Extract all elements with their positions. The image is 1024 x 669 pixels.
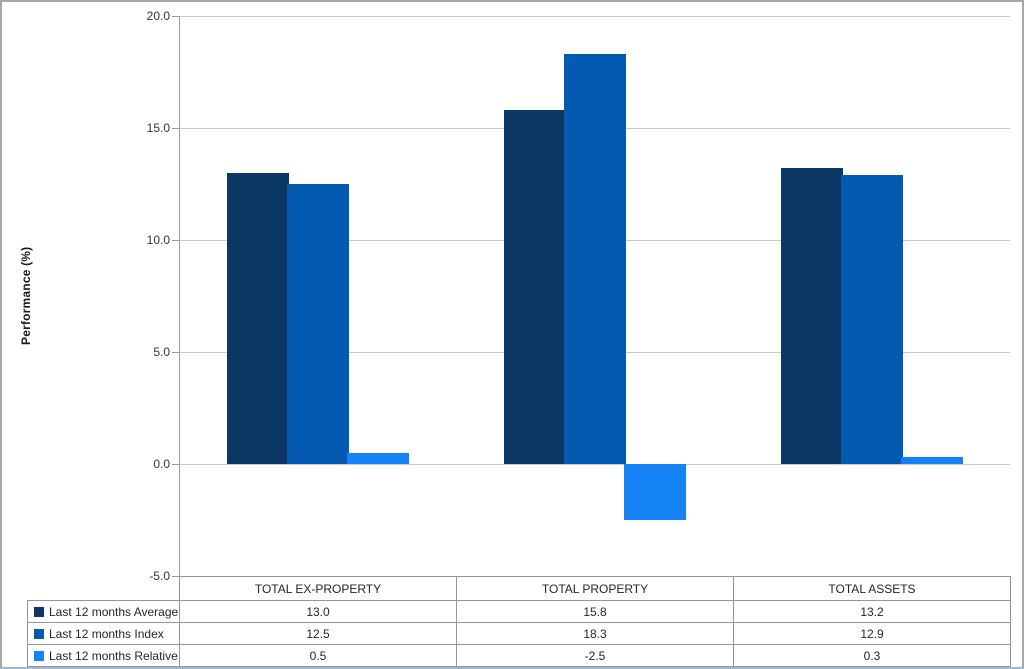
y-tick-label-10: 10.0 — [146, 233, 170, 247]
bar-last-12-months-relative-total-property — [624, 464, 686, 520]
table-value-last-12-months-index-total-ex-property: 12.5 — [179, 622, 456, 644]
table-value-last-12-months-average-total-property: 15.8 — [456, 600, 733, 622]
y-tick-15 — [172, 128, 179, 129]
gridline-0 — [179, 464, 1010, 465]
y-axis-line — [179, 16, 180, 576]
legend-cell-last-12-months-index: Last 12 months Index — [27, 622, 179, 644]
table-header-total-assets: TOTAL ASSETS — [733, 576, 1011, 600]
table-value-last-12-months-average-total-ex-property: 13.0 — [179, 600, 456, 622]
y-tick-20 — [172, 16, 179, 17]
bar-last-12-months-average-total-property — [504, 110, 566, 464]
bar-last-12-months-index-total-assets — [841, 175, 903, 464]
y-tick-5 — [172, 352, 179, 353]
legend-cell-last-12-months-relative: Last 12 months Relative — [27, 644, 179, 667]
table-header-total-property: TOTAL PROPERTY — [456, 576, 733, 600]
legend-label-last-12-months-relative: Last 12 months Relative — [49, 648, 178, 663]
legend-key-last-12-months-relative — [34, 650, 44, 661]
gridline-20 — [179, 16, 1010, 17]
bar-last-12-months-index-total-property — [564, 54, 626, 464]
table-header-total-ex-property: TOTAL EX-PROPERTY — [179, 576, 456, 600]
y-tick-label-0: 0.0 — [153, 457, 170, 471]
y-tick-label--5: -5.0 — [149, 569, 170, 583]
legend-key-last-12-months-index — [34, 628, 44, 639]
table-value-last-12-months-average-total-assets: 13.2 — [733, 600, 1011, 622]
bar-last-12-months-average-total-assets — [781, 168, 843, 464]
y-tick--5 — [172, 576, 179, 577]
bar-last-12-months-index-total-ex-property — [287, 184, 349, 464]
table-value-last-12-months-index-total-property: 18.3 — [456, 622, 733, 644]
legend-key-last-12-months-average — [34, 606, 44, 617]
y-tick-label-15: 15.0 — [146, 121, 170, 135]
y-axis-title: Performance (%) — [19, 246, 33, 346]
table-value-last-12-months-index-total-assets: 12.9 — [733, 622, 1011, 644]
legend-label-last-12-months-average: Last 12 months Average — [49, 604, 179, 619]
bar-last-12-months-relative-total-ex-property — [347, 453, 409, 464]
table-value-last-12-months-relative-total-assets: 0.3 — [733, 644, 1011, 667]
table-value-last-12-months-relative-total-ex-property: 0.5 — [179, 644, 456, 667]
y-tick-10 — [172, 240, 179, 241]
bar-last-12-months-average-total-ex-property — [227, 173, 289, 464]
y-tick-0 — [172, 464, 179, 465]
legend-label-last-12-months-index: Last 12 months Index — [49, 626, 164, 641]
legend-cell-last-12-months-average: Last 12 months Average — [27, 600, 179, 622]
bar-last-12-months-relative-total-assets — [901, 457, 963, 464]
table-value-last-12-months-relative-total-property: -2.5 — [456, 644, 733, 667]
y-tick-label-20: 20.0 — [146, 9, 170, 23]
y-tick-label-5: 5.0 — [153, 345, 170, 359]
